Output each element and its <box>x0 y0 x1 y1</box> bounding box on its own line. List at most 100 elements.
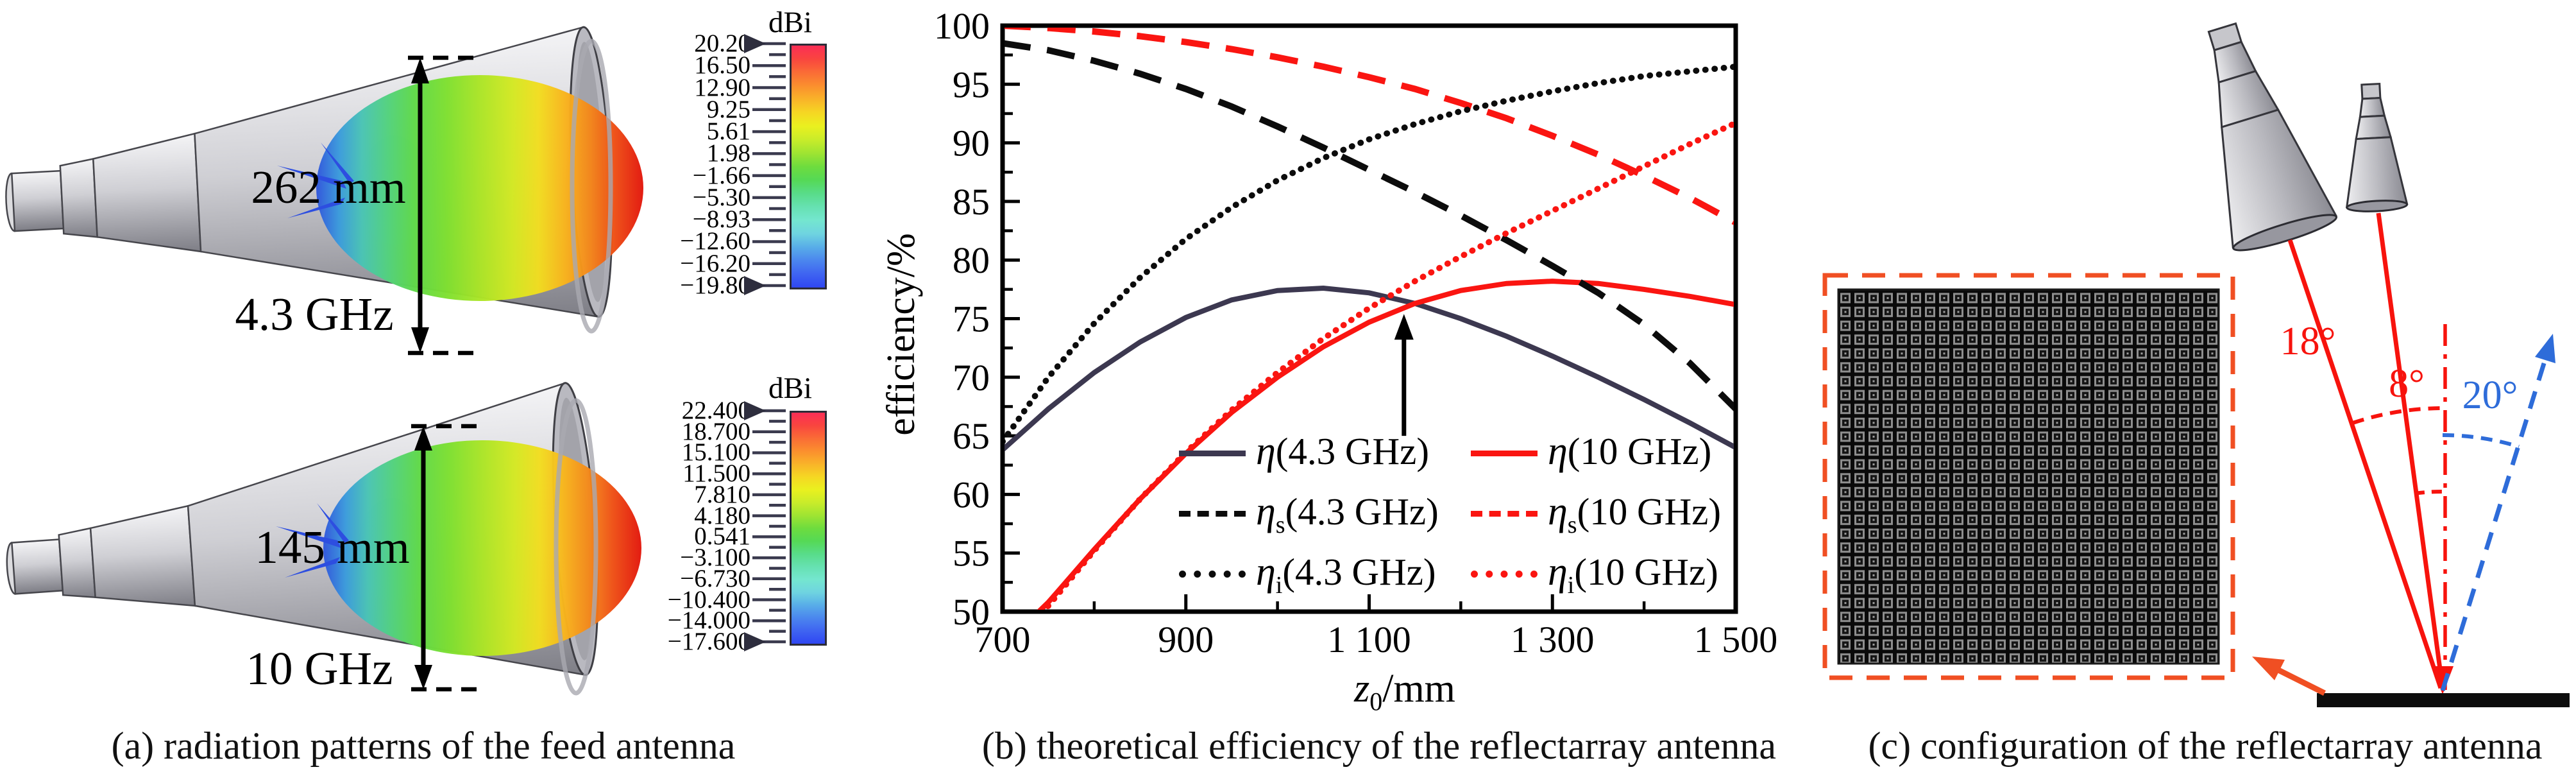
inset-pointer-arrowhead <box>2252 657 2285 680</box>
radiation-lobe <box>316 75 643 301</box>
legend-label: ηi(4.3 GHz) <box>1256 550 1436 599</box>
colorbar-tick-label: −1.66 <box>692 161 750 189</box>
colorbar-tick-label: 18.700 <box>681 417 750 445</box>
x-axis-unit: /mm <box>1382 667 1455 710</box>
x-tick-label: 1 300 <box>1511 619 1595 660</box>
legend-label: η(10 GHz) <box>1548 429 1712 474</box>
x-axis-subscript: 0 <box>1369 687 1383 716</box>
angle-label-18: 18° <box>2280 320 2336 363</box>
feed-ray-small-horn <box>2376 212 2445 689</box>
y-tick-label: 95 <box>953 64 990 105</box>
chart-legend: η(4.3 GHz) η(10 GHz) ηs(4.3 GHz) ηs(10 G… <box>1179 424 1756 605</box>
legend-label: ηs(10 GHz) <box>1548 490 1722 538</box>
colorbar-tick-label: −16.20 <box>680 249 750 277</box>
colorbar-ticks <box>752 42 786 288</box>
colorbar-unit-label: dBi <box>768 372 812 405</box>
colorbar-gradient <box>790 44 827 289</box>
colorbar-min-marker <box>744 276 766 295</box>
colorbar-tick-label: 15.100 <box>681 438 750 467</box>
series-eta-i-4.3GHz <box>1004 64 1734 444</box>
y-tick-label: 100 <box>934 5 990 47</box>
reflected-beam-ray <box>2440 341 2553 692</box>
colorbar-tick-label: 1.98 <box>706 139 750 168</box>
x-axis-symbol: z <box>1354 667 1370 710</box>
reflectarray-configuration-diagram: 18° 8° 20° <box>1822 22 2570 707</box>
focal-point-arrowhead <box>2432 666 2453 694</box>
horn-mouth-rim <box>570 39 613 334</box>
y-tick-label: 80 <box>953 239 990 281</box>
y-tick-label: 55 <box>953 533 990 574</box>
legend-swatch <box>1179 571 1246 578</box>
colorbar-gradient <box>790 411 827 646</box>
y-axis-label: efficiency/% <box>879 233 923 436</box>
legend-item-eta-s-10: ηs(10 GHz) <box>1471 489 1756 539</box>
frequency-label: 4.3 GHz <box>235 288 393 340</box>
y-tick-label: 75 <box>953 298 990 340</box>
colorbar-max-marker <box>744 34 766 53</box>
caption-panel-a: (a) radiation patterns of the feed anten… <box>111 725 736 767</box>
series-eta-i-10GHz <box>1040 120 1734 610</box>
feed-horn-small <box>2345 82 2409 212</box>
colorbar-10ghz: dBi 22.400 18.700 15.100 11.500 7.810 4.180 0.… <box>648 371 840 679</box>
colorbar-tick-label: 7.810 <box>694 480 750 508</box>
reflectarray-edge-bar <box>2317 693 2570 707</box>
angle-arc-8 <box>2414 489 2443 495</box>
legend-label: ηs(4.3 GHz) <box>1256 490 1439 538</box>
sidelobe-spikes <box>277 142 354 218</box>
colorbar-ticks <box>752 409 786 644</box>
colorbar-tick-label: −8.93 <box>692 205 750 234</box>
dimension-arrow <box>408 55 480 356</box>
frequency-label: 10 GHz <box>246 642 393 694</box>
colorbar-tick-label: 0.541 <box>694 522 750 551</box>
beam-arrowhead <box>2535 334 2555 363</box>
colorbar-tick-label: −17.600 <box>667 628 750 655</box>
feed-horn-large <box>2207 22 2338 252</box>
feed-ray-large-horn <box>2287 239 2443 689</box>
colorbar-tick-label: 11.500 <box>682 460 750 488</box>
x-tick-label: 700 <box>975 619 1031 660</box>
annotation-arrowhead <box>1394 314 1414 340</box>
series-eta-s-4.3GHz <box>1004 40 1734 411</box>
efficiency-chart: 700 900 1 100 1 300 1 500 50 55 60 65 70 75 80 85 90 9… <box>934 5 1778 660</box>
legend-swatch <box>1471 571 1538 578</box>
angle-label-20: 20° <box>2462 374 2518 417</box>
sidelobe-spikes <box>276 503 349 578</box>
y-tick-label: 60 <box>953 474 990 515</box>
y-tick-label: 70 <box>953 357 990 399</box>
x-tick-label: 1 100 <box>1327 619 1411 660</box>
dimension-label: 145 mm <box>255 521 409 573</box>
legend-swatch <box>1471 451 1538 457</box>
series-eta-s-10GHz <box>1004 28 1734 225</box>
legend-swatch <box>1179 511 1246 517</box>
colorbar-4-3ghz: dBi 20.20 16.50 12.90 9.25 5.61 1.98 −1.66 −5.3… <box>648 5 840 326</box>
legend-item-eta-s-4-3: ηs(4.3 GHz) <box>1179 489 1471 539</box>
colorbar-tick-label: −14.000 <box>667 606 750 635</box>
radiation-lobe <box>323 440 641 656</box>
legend-swatch <box>1471 511 1538 517</box>
angle-label-8: 8° <box>2389 362 2425 406</box>
colorbar-tick-label: 22.400 <box>681 397 750 424</box>
colorbar-tick-label: −10.400 <box>667 585 750 614</box>
colorbar-tick-label: −6.730 <box>680 564 750 592</box>
x-tick-label: 1 500 <box>1694 619 1778 660</box>
y-tick-label: 90 <box>953 123 990 164</box>
series-eta-4.3GHz <box>1004 285 1734 452</box>
reflectarray-unit-cells <box>1837 288 2220 665</box>
legend-label: η(4.3 GHz) <box>1256 429 1429 474</box>
legend-item-eta-i-10: ηi(10 GHz) <box>1471 549 1756 599</box>
colorbar-max-marker <box>744 401 766 420</box>
radiation-pattern-4-3ghz: 262 mm 4.3 GHz <box>5 26 643 356</box>
colorbar-tick-label: −19.80 <box>680 271 750 299</box>
colorbar-tick-label: 20.20 <box>694 30 750 57</box>
legend-label: ηi(10 GHz) <box>1548 550 1718 599</box>
legend-item-eta-i-4-3: ηi(4.3 GHz) <box>1179 549 1471 599</box>
caption-panel-c: (c) configuration of the reflectarray an… <box>1868 725 2543 767</box>
dimension-label: 262 mm <box>251 161 405 213</box>
colorbar-labels: 22.400 18.700 15.100 11.500 7.810 4.180 0.541−… <box>648 371 750 679</box>
inset-pointer-arrow <box>2274 666 2326 696</box>
colorbar-tick-label: −5.30 <box>692 183 750 211</box>
colorbar-labels: 20.20 16.50 12.90 9.25 5.61 1.98 −1.66 −5.30 −8.… <box>648 5 750 326</box>
y-tick-label: 50 <box>953 591 990 633</box>
colorbar-tick-label: −3.100 <box>680 544 750 572</box>
